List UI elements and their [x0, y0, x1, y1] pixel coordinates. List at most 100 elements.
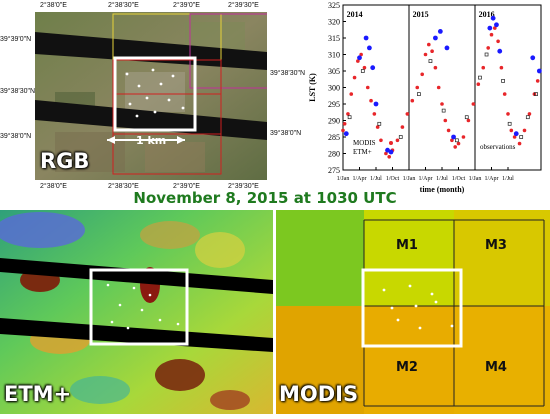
modis-cell-m3: M3 — [485, 238, 507, 253]
data-point-modis — [423, 52, 428, 57]
x-tick-label: 1/Apr — [485, 176, 499, 182]
data-point-modis — [450, 138, 454, 143]
data-point-observation — [519, 135, 524, 139]
data-point-observation — [501, 79, 505, 83]
data-point-observation — [428, 59, 433, 63]
etm-panel-label: ETM+ — [4, 382, 72, 406]
annotation-label: observations — [480, 143, 516, 151]
data-point-modis — [356, 59, 360, 63]
y-tick-label: 295 — [328, 100, 340, 109]
rgb-right-tick: 39°38'0"N — [270, 130, 302, 137]
data-point-modis — [365, 85, 370, 90]
data-point-modis — [342, 122, 347, 126]
data-point-observation — [455, 138, 459, 143]
data-point-modis — [461, 135, 466, 139]
data-point-observation — [478, 75, 482, 80]
rgb-bottom-tick: 2°38'30"E — [108, 183, 139, 190]
y-tick-label: 310 — [328, 51, 340, 60]
data-point-modis — [359, 52, 363, 57]
legend-label: ETM+ — [353, 148, 372, 156]
data-point-observation — [417, 92, 421, 96]
rgb-bottom-tick: 2°39'30"E — [228, 183, 259, 190]
modis-cell-m2: M2 — [396, 360, 418, 375]
data-point-modis — [395, 138, 400, 143]
etm-panel: ETM+ — [0, 210, 273, 414]
data-point-modis — [496, 39, 500, 44]
rgb-satellite-image — [35, 12, 267, 180]
data-point-modis — [375, 125, 380, 129]
data-point-modis — [443, 118, 448, 123]
rgb-top-tick: 2°39'0"E — [173, 2, 200, 9]
rgb-top-tick: 2°38'0"E — [40, 2, 67, 9]
data-point-modis — [430, 49, 434, 53]
x-tick-label: 1/Jan — [469, 176, 482, 182]
data-point-etm — [530, 55, 536, 61]
data-point-modis — [440, 102, 444, 106]
data-point-observation — [534, 92, 538, 96]
rgb-panel-label: RGB — [40, 149, 90, 173]
data-point-modis — [352, 75, 357, 80]
data-point-etm — [433, 35, 438, 41]
data-point-modis — [466, 118, 471, 123]
data-point-modis — [535, 79, 540, 83]
data-point-etm — [451, 134, 456, 140]
y-tick-label: 305 — [328, 67, 340, 76]
x-tick-label: 1/Oct — [452, 176, 466, 182]
y-tick-label: 315 — [328, 34, 340, 43]
modis-cell-m1: M1 — [396, 238, 418, 253]
modis-grid-image — [276, 210, 550, 414]
data-point-modis — [410, 98, 415, 103]
etm-thermal-image — [0, 210, 273, 414]
rgb-panel: 2°38'0"E 2°38'30"E 2°39'0"E 2°39'30"E 39… — [0, 0, 305, 200]
y-tick-label: 280 — [328, 150, 340, 159]
data-point-modis — [489, 32, 494, 37]
data-point-observation — [398, 135, 403, 139]
year-label: 2016 — [479, 10, 495, 19]
y-tick-label: 300 — [328, 84, 340, 93]
data-point-modis — [453, 145, 457, 149]
data-point-observation — [441, 108, 446, 113]
data-point-modis — [481, 65, 486, 70]
y-tick-label: 290 — [328, 117, 340, 126]
data-point-modis — [433, 65, 438, 70]
figure-title: November 8, 2015 at 1030 UTC — [133, 189, 397, 207]
legend-label: MODIS — [353, 139, 376, 147]
data-point-modis — [379, 138, 383, 143]
year-label: 2014 — [347, 10, 363, 19]
data-point-modis — [476, 82, 481, 86]
y-tick-label: 285 — [328, 133, 340, 142]
data-point-modis — [415, 85, 420, 90]
rgb-bottom-tick: 2°38'0"E — [40, 183, 67, 190]
x-axis-label: time (month) — [420, 185, 465, 194]
data-point-modis — [372, 112, 377, 116]
data-point-modis — [436, 85, 441, 90]
x-tick-label: 1/Jul — [502, 176, 514, 182]
y-tick-label: 325 — [328, 1, 340, 10]
data-point-observation — [507, 121, 512, 126]
rgb-left-tick: 39°39'0"N — [0, 36, 32, 43]
x-tick-label: 1/Apr — [419, 176, 433, 182]
data-point-observation — [377, 121, 382, 126]
data-point-modis — [471, 102, 476, 106]
y-axis-label: LST (K) — [308, 73, 317, 102]
data-point-modis — [349, 92, 354, 96]
x-tick-label: 1/Jul — [436, 176, 448, 182]
data-point-etm — [357, 55, 362, 61]
modis-panel-label: MODIS — [279, 382, 359, 406]
x-tick-label: 1/Jul — [370, 176, 382, 182]
data-point-etm — [373, 101, 379, 107]
modis-cell-m4: M4 — [485, 360, 507, 375]
y-tick-label: 320 — [328, 18, 340, 27]
data-point-etm — [437, 29, 443, 34]
data-point-modis — [427, 42, 431, 47]
legend-marker — [388, 149, 394, 155]
data-point-etm — [367, 45, 372, 51]
data-point-observation — [360, 69, 365, 73]
data-point-modis — [499, 65, 504, 70]
modis-panel: M1 M3 M2 M4 MODIS — [276, 210, 550, 414]
x-tick-label: 1/Jan — [337, 176, 350, 182]
data-point-modis — [384, 151, 388, 156]
data-point-observation — [484, 52, 489, 57]
x-tick-label: 1/Oct — [386, 176, 400, 182]
data-point-modis — [502, 92, 507, 96]
